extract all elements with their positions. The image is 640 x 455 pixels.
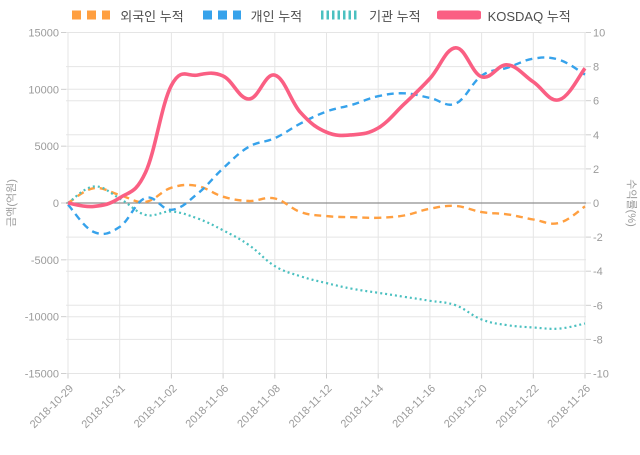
right-tick-label: 10: [593, 28, 605, 40]
legend-label: KOSDAQ 누적: [487, 8, 571, 24]
legend-label: 기관 누적: [369, 8, 421, 24]
left-tick-label: 10000: [28, 84, 59, 96]
left-tick-label: -10000: [25, 312, 59, 324]
x-tick-label: 2018-11-14: [339, 383, 387, 431]
left-axis-title: 금액(억원): [5, 179, 18, 227]
legend-swatch-icon: [321, 10, 360, 20]
right-tick-label: -10: [593, 369, 609, 381]
right-tick-label: 4: [593, 130, 599, 142]
legend: 외국인 누적 개인 누적 기관 누적 KOSDAQ 누적: [0, 4, 640, 26]
x-tick-label: 2018-11-08: [235, 383, 283, 431]
series-line-2: [67, 185, 586, 330]
right-tick-label: -8: [593, 334, 603, 346]
legend-swatch-icon: [72, 10, 111, 20]
legend-item-2[interactable]: 기관 누적: [318, 6, 421, 25]
left-tick-label: 5000: [35, 141, 59, 153]
legend-item-0[interactable]: 외국인 누적: [69, 6, 184, 25]
series-line-1: [67, 56, 586, 236]
left-tick-label: 0: [53, 198, 59, 210]
right-tick-label: 2: [593, 164, 599, 176]
x-tick-label: 2018-11-22: [494, 383, 542, 431]
left-tick-label: -5000: [31, 255, 59, 267]
x-tick-label: 2018-11-02: [132, 383, 180, 431]
x-tick-label: 2018-11-12: [287, 383, 335, 431]
legend-swatch-icon: [202, 10, 241, 20]
x-tick-label: 2018-10-31: [80, 383, 128, 431]
legend-item-1[interactable]: 개인 누적: [200, 6, 302, 25]
right-tick-label: -2: [593, 232, 603, 244]
right-axis-title: 수익률(%): [625, 179, 638, 226]
right-tick-label: -6: [593, 300, 603, 312]
x-tick-label: 2018-11-26: [545, 383, 593, 431]
right-tick-label: 0: [593, 198, 599, 210]
legend-label: 개인 누적: [250, 8, 303, 24]
right-tick-label: -4: [593, 266, 603, 278]
legend-swatch-icon: [436, 10, 481, 20]
x-tick-label: 2018-11-20: [442, 383, 490, 431]
x-tick-label: 2018-10-29: [28, 383, 76, 431]
left-tick-label: 15000: [28, 28, 59, 40]
x-tick-label: 2018-11-06: [184, 383, 232, 431]
legend-label: 외국인 누적: [120, 8, 184, 24]
right-tick-label: 8: [593, 62, 599, 74]
series-line-0: [67, 183, 586, 225]
left-tick-label: -15000: [25, 369, 59, 381]
right-tick-label: 6: [593, 96, 599, 108]
x-tick-label: 2018-11-16: [390, 383, 438, 431]
series-line-3: [67, 45, 587, 209]
legend-item-3[interactable]: KOSDAQ 누적: [436, 6, 571, 25]
